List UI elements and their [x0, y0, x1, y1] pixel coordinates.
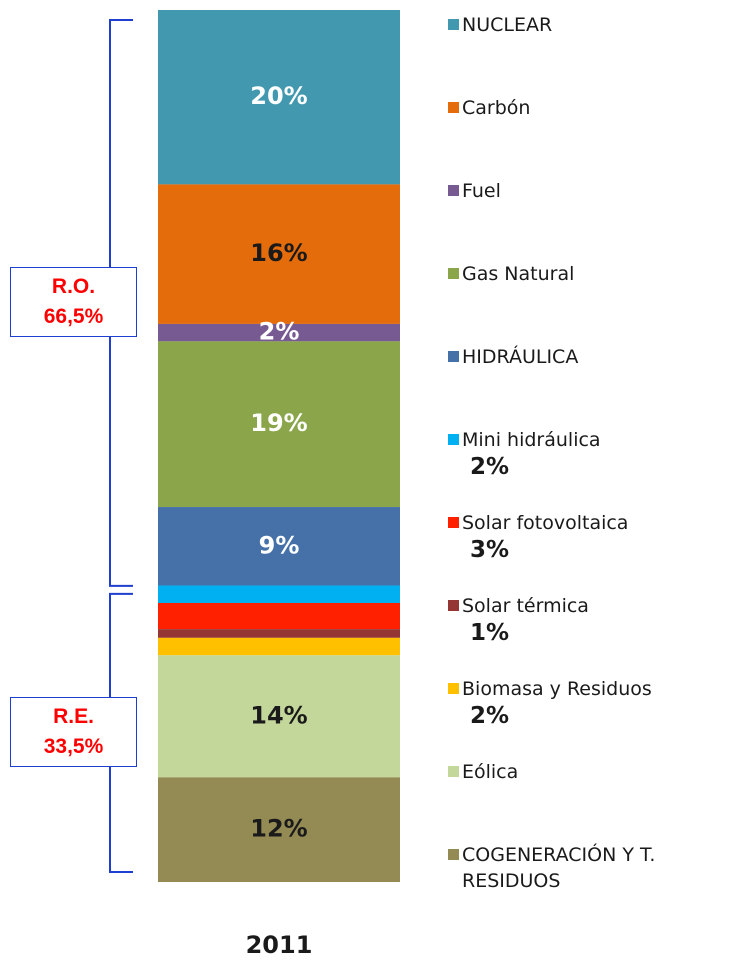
data-label: 2% — [470, 703, 510, 730]
legend-label: Solar térmica — [462, 595, 589, 618]
data-label: 9% — [259, 531, 300, 559]
data-label: 16% — [250, 239, 307, 267]
legend-swatch — [448, 517, 459, 529]
annotation-value: 33,5% — [43, 734, 104, 758]
legend-swatch — [448, 849, 459, 861]
bar-segment — [158, 10, 400, 185]
data-label: 20% — [250, 82, 307, 110]
bar-segment — [158, 777, 400, 882]
legend-swatch — [448, 19, 459, 30]
legend-label: HIDRÁULICA — [462, 346, 579, 369]
bar-segment — [158, 323, 400, 342]
legend-swatch — [448, 766, 459, 778]
bar-segment — [158, 602, 400, 630]
annotation-box: R.O. 66,5% — [10, 266, 137, 337]
legend-label: NUCLEAR — [462, 14, 553, 36]
annotation-label: R.O. — [51, 274, 96, 298]
legend-swatch — [448, 683, 459, 695]
data-label: 3% — [470, 537, 510, 564]
data-label: 1% — [470, 620, 510, 647]
legend-swatch — [448, 600, 459, 612]
legend-label: COGENERACIÓN Y T. RESIDUOS — [462, 844, 656, 893]
bar-segment — [158, 507, 400, 586]
legend-label: Eólica — [462, 761, 519, 784]
data-label: 14% — [250, 701, 307, 729]
legend-swatch — [448, 102, 459, 114]
legend-swatch — [448, 434, 459, 446]
bar-segment — [158, 585, 400, 603]
bar-segment — [158, 637, 400, 656]
legend-label: Biomasa y Residuos — [462, 678, 652, 701]
data-label: 12% — [250, 815, 307, 843]
x-tick-label: 2011 — [246, 931, 313, 959]
legend-label: Gas Natural — [462, 263, 575, 286]
annotation-box: R.E. 33,5% — [10, 696, 137, 767]
data-label: 2% — [259, 318, 300, 346]
legend-swatch — [448, 268, 459, 280]
legend-swatch — [448, 185, 459, 197]
bar-segment — [158, 629, 400, 638]
legend-label: Mini hidráulica — [462, 429, 601, 452]
bar-segment — [158, 655, 400, 778]
bar-segment — [158, 184, 400, 324]
bar-segment — [158, 341, 400, 508]
legend-label: Fuel — [462, 180, 501, 203]
data-label: 2% — [470, 454, 510, 481]
legend-label: Carbón — [462, 97, 531, 120]
legend-swatch — [448, 351, 459, 363]
data-label: 19% — [250, 409, 307, 437]
annotation-label: R.E. — [53, 704, 94, 728]
legend-label: Solar fotovoltaica — [462, 512, 629, 535]
annotation-value: 66,5% — [43, 304, 104, 328]
